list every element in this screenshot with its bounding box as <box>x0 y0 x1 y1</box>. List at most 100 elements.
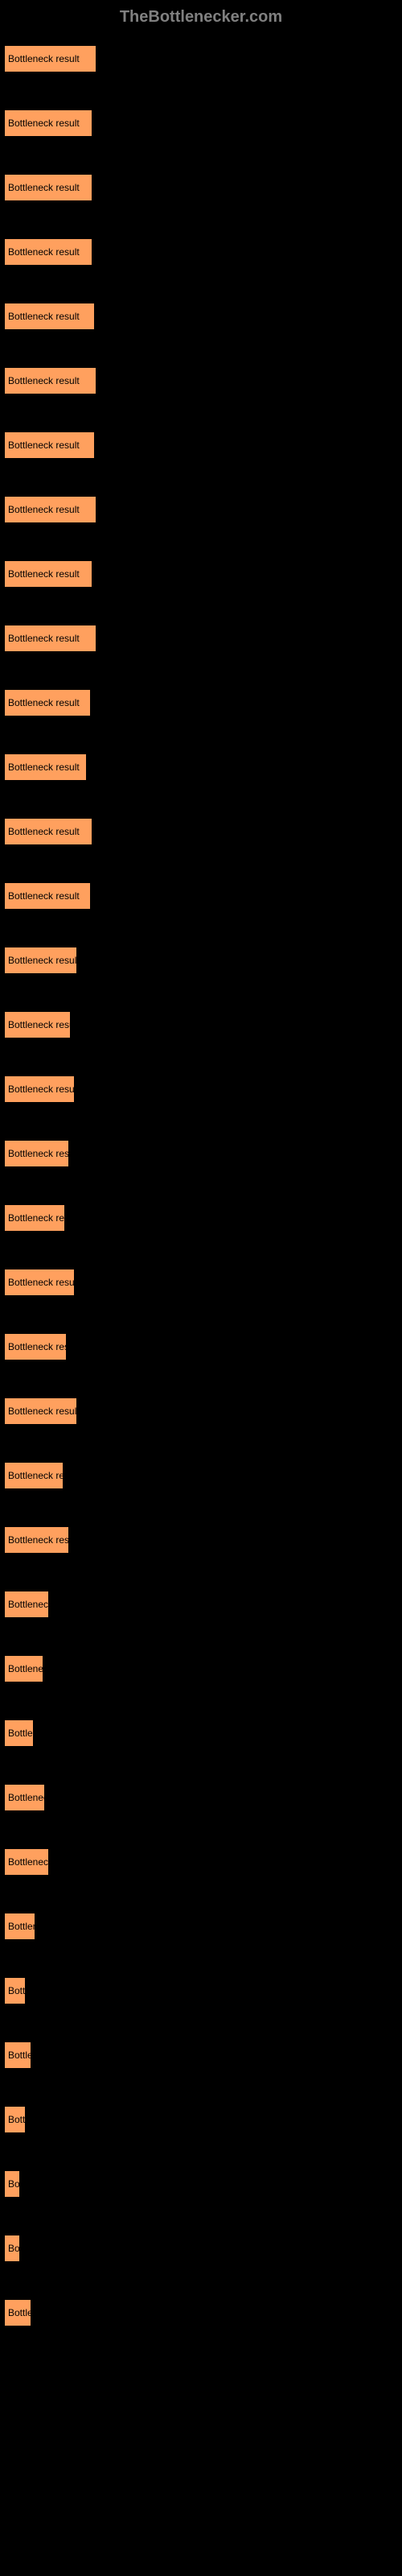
bar-row: Bottleneck result <box>4 303 398 345</box>
bar: Bottleneck result <box>4 2106 26 2133</box>
bar-row: Bottleneck result <box>4 753 398 795</box>
bar-row: Bottleneck result <box>4 174 398 216</box>
bar-text: Bottleneck result <box>8 633 80 644</box>
bar-text: Bottleneck result <box>8 2050 31 2061</box>
bar-text: Bottleneck result <box>8 1663 43 1674</box>
bar: Bottleneck result <box>4 45 96 72</box>
bar-text: Bottleneck result <box>8 1341 67 1352</box>
bar-row: Bottleneck result <box>4 1204 398 1246</box>
bar-row: Bottleneck result <box>4 2041 398 2083</box>
bar-row: Bottleneck result <box>4 496 398 538</box>
bar: Bottleneck result <box>4 947 77 974</box>
bar-row: Bottleneck result <box>4 1333 398 1375</box>
bar-row: Bottleneck result <box>4 1526 398 1568</box>
bar: Bottleneck result <box>4 2299 31 2326</box>
bar-text: Bottleneck result <box>8 2307 31 2318</box>
bar-row: Bottleneck result <box>4 1269 398 1311</box>
bar-text: Bottleneck result <box>8 1728 34 1739</box>
bar: Bottleneck result <box>4 625 96 652</box>
bar-row: Bottleneck result <box>4 1784 398 1826</box>
bar: Bottleneck result <box>4 818 92 845</box>
bar-row: Bottleneck result <box>4 1591 398 1633</box>
bar-row: Bottleneck result <box>4 1397 398 1439</box>
bar-text: Bottleneck result <box>8 762 80 773</box>
bar-row: Bottleneck result <box>4 2235 398 2277</box>
bar-text: Bottleneck result <box>8 53 80 64</box>
bar: Bottleneck result <box>4 303 95 330</box>
bar-text: Bottleneck result <box>8 1792 45 1803</box>
bar-row: Bottleneck result <box>4 238 398 280</box>
bar-text: Bottleneck result <box>8 1534 69 1546</box>
bar-row: Bottleneck result <box>4 2299 398 2341</box>
bar-row: Bottleneck result <box>4 45 398 87</box>
bar-row: Bottleneck result <box>4 689 398 731</box>
bar-text: Bottleneck result <box>8 697 80 708</box>
bar-row: Bottleneck result <box>4 1075 398 1117</box>
bar-text: Bottleneck result <box>8 1856 49 1868</box>
bar-text: Bottleneck result <box>8 504 80 515</box>
bar-text: Bottleneck result <box>8 1277 75 1288</box>
bar-text: Bottleneck result <box>8 375 80 386</box>
bar-text: Bottleneck result <box>8 1148 69 1159</box>
chart-container: Bottleneck result Bottleneck result Bottle… <box>0 35 402 2372</box>
bar: Bottleneck result <box>4 882 91 910</box>
bar: Bottleneck result <box>4 1848 49 1876</box>
bar-text: Bottleneck result <box>8 1212 65 1224</box>
bar-row: Bottleneck result <box>4 1719 398 1761</box>
bar-row: Bottleneck result <box>4 1140 398 1182</box>
bar: Bottleneck result <box>4 1719 34 1747</box>
bar: Bottleneck result <box>4 1462 64 1489</box>
bar-row: Bottleneck result <box>4 882 398 924</box>
bar-row: Bottleneck result <box>4 1655 398 1697</box>
bar-text: Bottleneck result <box>8 1985 26 1996</box>
bar-text: Bottleneck result <box>8 1019 71 1030</box>
bar-text: Bottleneck result <box>8 2114 26 2125</box>
header: TheBottlenecker.com <box>0 0 402 35</box>
bar: Bottleneck result <box>4 174 92 201</box>
bar: Bottleneck result <box>4 1526 69 1554</box>
bar-row: Bottleneck result <box>4 947 398 989</box>
bar: Bottleneck result <box>4 1333 67 1360</box>
bar-text: Bottleneck result <box>8 311 80 322</box>
bar: Bottleneck result <box>4 1913 35 1940</box>
bar-text: Bottleneck result <box>8 890 80 902</box>
bar-row: Bottleneck result <box>4 818 398 860</box>
bar-row: Bottleneck result <box>4 560 398 602</box>
bar-text: Bottleneck result <box>8 1921 35 1932</box>
bar-row: Bottleneck result <box>4 1011 398 1053</box>
bar: Bottleneck result <box>4 2170 20 2198</box>
bar-text: Bottleneck result <box>8 182 80 193</box>
bar-row: Bottleneck result <box>4 367 398 409</box>
bar-text: Bottleneck result <box>8 955 77 966</box>
bar: Bottleneck result <box>4 2235 20 2262</box>
bar-text: Bottleneck result <box>8 1084 75 1095</box>
bar: Bottleneck result <box>4 367 96 394</box>
bar-row: Bottleneck result <box>4 1848 398 1890</box>
bar: Bottleneck result <box>4 1075 75 1103</box>
bar-row: Bottleneck result <box>4 2106 398 2148</box>
bar-text: Bottleneck result <box>8 118 80 129</box>
bar: Bottleneck result <box>4 753 87 781</box>
bar: Bottleneck result <box>4 1397 77 1425</box>
bar: Bottleneck result <box>4 689 91 716</box>
bar-row: Bottleneck result <box>4 625 398 667</box>
bar-text: Bottleneck result <box>8 2243 20 2254</box>
bar-text: Bottleneck result <box>8 2178 20 2190</box>
bar: Bottleneck result <box>4 109 92 137</box>
bar: Bottleneck result <box>4 2041 31 2069</box>
bar-text: Bottleneck result <box>8 568 80 580</box>
bar: Bottleneck result <box>4 1977 26 2004</box>
bar-text: Bottleneck result <box>8 246 80 258</box>
bar-text: Bottleneck result <box>8 1406 77 1417</box>
bar: Bottleneck result <box>4 1011 71 1038</box>
bar: Bottleneck result <box>4 1784 45 1811</box>
bar: Bottleneck result <box>4 560 92 588</box>
bar-text: Bottleneck result <box>8 1599 49 1610</box>
bar: Bottleneck result <box>4 1204 65 1232</box>
bar-row: Bottleneck result <box>4 109 398 151</box>
bar-row: Bottleneck result <box>4 1977 398 2019</box>
bar: Bottleneck result <box>4 238 92 266</box>
header-title: TheBottlenecker.com <box>120 8 282 26</box>
bar: Bottleneck result <box>4 1591 49 1618</box>
bar-text: Bottleneck result <box>8 826 80 837</box>
